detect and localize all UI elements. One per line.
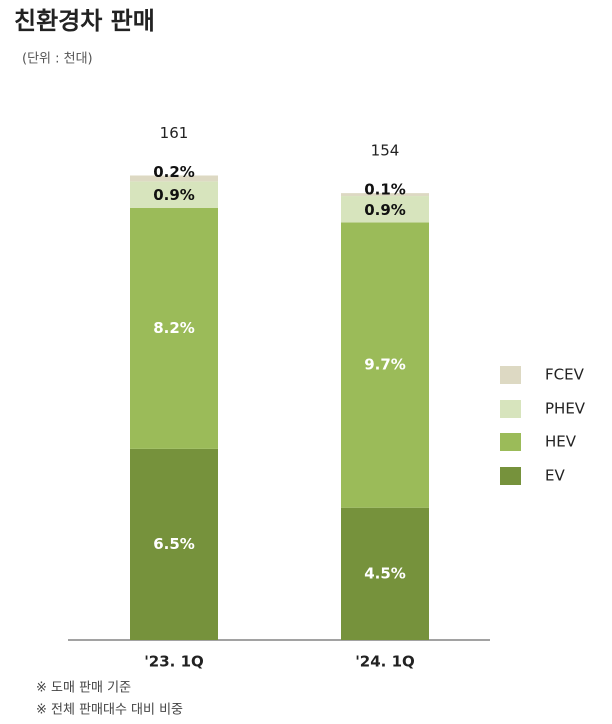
data-label: 6.5% [153, 535, 195, 553]
total-label: 161 [160, 124, 189, 142]
legend-swatch [500, 467, 521, 485]
legend-label: HEV [545, 433, 577, 451]
data-label: 0.9% [364, 201, 406, 219]
subtitle: (단위 : 천대) [22, 52, 93, 67]
note: ※ 도매 판매 기준 [36, 681, 131, 696]
x-tick-label: '23. 1Q [144, 653, 204, 671]
data-label: 8.2% [153, 319, 195, 337]
bar-segment [341, 507, 429, 640]
total-label: 154 [371, 142, 400, 160]
bar-segment [130, 181, 218, 208]
bar-segment [341, 222, 429, 508]
data-label: 0.9% [153, 186, 195, 204]
data-label: 0.1% [364, 181, 406, 199]
bar-segment [341, 196, 429, 223]
legend-label: EV [545, 467, 565, 485]
legend-swatch [500, 366, 521, 384]
bar-segment [130, 175, 218, 182]
chart-title: 친환경차 판매 [14, 7, 155, 35]
legend-swatch [500, 433, 521, 451]
legend-label: PHEV [545, 400, 586, 418]
bar-segment [130, 207, 218, 449]
bar-segment [130, 448, 218, 640]
note: ※ 전체 판매대수 대비 비중 [36, 703, 183, 718]
x-tick-label: '24. 1Q [355, 653, 415, 671]
legend-label: FCEV [545, 366, 585, 384]
legend-swatch [500, 400, 521, 418]
bar-segment [341, 193, 429, 197]
data-label: 9.7% [364, 356, 406, 374]
data-label: 4.5% [364, 564, 406, 582]
data-label: 0.2% [153, 163, 195, 181]
